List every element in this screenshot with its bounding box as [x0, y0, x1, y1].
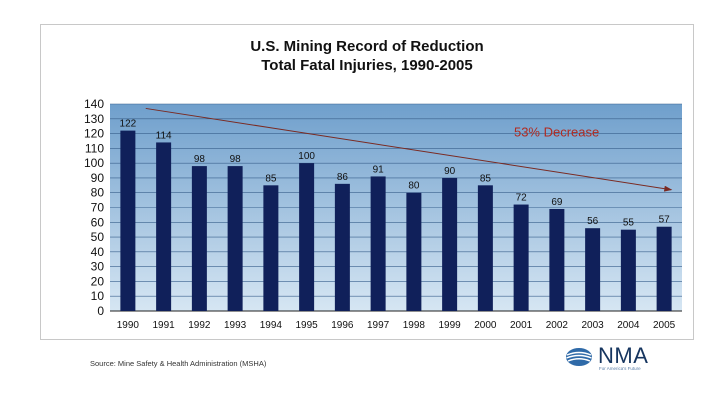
data-label: 80 [408, 181, 420, 192]
bar-2003 [585, 228, 601, 311]
bar-2001 [513, 204, 529, 311]
data-label: 122 [120, 119, 137, 130]
x-tick-label: 2003 [582, 320, 605, 331]
data-label: 100 [298, 151, 315, 162]
nma-globe-icon [566, 348, 592, 366]
bar-1998 [406, 192, 422, 311]
x-tick-label: 1991 [153, 320, 176, 331]
data-label: 85 [480, 173, 492, 184]
y-tick-label: 70 [91, 201, 105, 215]
chart-title: U.S. Mining Record of Reduction [250, 38, 484, 55]
x-axis-ticks: 1990 1991 1992 1993 1994 1995 1996 1997 1998 1999… [117, 320, 676, 331]
y-tick-label: 140 [84, 97, 104, 111]
x-tick-label: 1993 [224, 320, 247, 331]
trend-arrow [145, 107, 673, 192]
decrease-annotation: 53% Decrease [514, 125, 599, 140]
bar-1993 [227, 166, 243, 311]
nma-logo-tagline: For America's Future [599, 366, 641, 371]
x-tick-label: 2004 [617, 320, 640, 331]
y-tick-label: 40 [91, 245, 105, 259]
x-tick-label: 1990 [117, 320, 140, 331]
x-tick-label: 1995 [296, 320, 319, 331]
x-tick-label: 2000 [474, 320, 497, 331]
bar-2004 [620, 229, 636, 311]
data-label: 86 [337, 172, 349, 183]
data-label: 69 [551, 197, 563, 208]
data-label: 98 [194, 154, 206, 165]
x-tick-label: 2005 [653, 320, 676, 331]
y-tick-label: 130 [84, 112, 104, 126]
y-tick-label: 20 [91, 274, 105, 288]
y-tick-label: 90 [91, 171, 105, 185]
x-tick-label: 1996 [331, 320, 354, 331]
bar-1994 [263, 185, 279, 311]
nma-logo-text: NMA [598, 343, 649, 368]
data-label: 57 [659, 215, 671, 226]
x-tick-label: 2002 [546, 320, 569, 331]
y-tick-label: 50 [91, 230, 105, 244]
x-tick-label: 1999 [439, 320, 462, 331]
data-label: 56 [587, 216, 599, 227]
y-tick-label: 0 [97, 304, 104, 318]
data-label: 90 [444, 166, 456, 177]
x-tick-label: 1992 [188, 320, 211, 331]
bars [120, 130, 672, 311]
data-label: 72 [516, 193, 528, 204]
bar-1997 [370, 176, 386, 311]
bar-1996 [334, 183, 350, 311]
bar-1995 [299, 163, 315, 311]
bar-1992 [191, 166, 207, 311]
data-label: 91 [373, 164, 385, 175]
nma-logo: NMA For America's Future [565, 344, 675, 372]
bar-1991 [156, 142, 172, 311]
bar-1990 [120, 130, 136, 311]
x-tick-label: 1998 [403, 320, 426, 331]
data-label: 85 [265, 173, 277, 184]
x-tick-label: 1997 [367, 320, 390, 331]
source-note: Source: Mine Safety & Health Administrat… [90, 359, 267, 368]
y-tick-label: 110 [85, 141, 104, 155]
bar-1999 [442, 177, 458, 311]
x-tick-label: 2001 [510, 320, 533, 331]
y-tick-label: 100 [84, 156, 104, 170]
data-label: 55 [623, 218, 635, 229]
data-label: 98 [230, 154, 242, 165]
bar-2002 [549, 208, 565, 311]
y-tick-label: 60 [91, 215, 105, 229]
chart-title-block: U.S. Mining Record of Reduction Total Fa… [41, 37, 693, 75]
y-tick-label: 80 [91, 186, 105, 200]
data-labels: 122 114 98 98 85 100 86 91 80 90 85 72 69 56 55 57 [120, 119, 671, 229]
bar-2000 [477, 185, 493, 311]
data-label: 114 [156, 130, 172, 141]
y-tick-label: 10 [91, 289, 105, 303]
y-tick-label: 30 [91, 260, 105, 274]
y-tick-label: 120 [84, 127, 104, 141]
x-tick-label: 1994 [260, 320, 283, 331]
bar-2005 [656, 226, 672, 311]
chart-subtitle: Total Fatal Injuries, 1990-2005 [261, 57, 473, 74]
